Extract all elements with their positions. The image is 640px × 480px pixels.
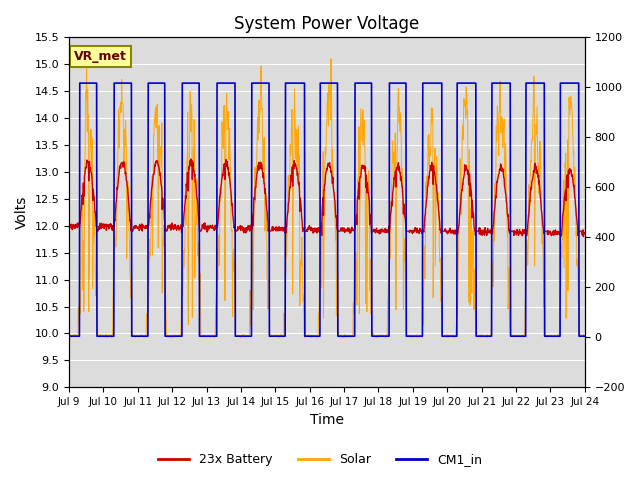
Text: VR_met: VR_met (74, 50, 127, 63)
Y-axis label: Volts: Volts (15, 196, 29, 229)
Title: System Power Voltage: System Power Voltage (234, 15, 420, 33)
X-axis label: Time: Time (310, 413, 344, 427)
Legend: 23x Battery, Solar, CM1_in: 23x Battery, Solar, CM1_in (153, 448, 487, 471)
